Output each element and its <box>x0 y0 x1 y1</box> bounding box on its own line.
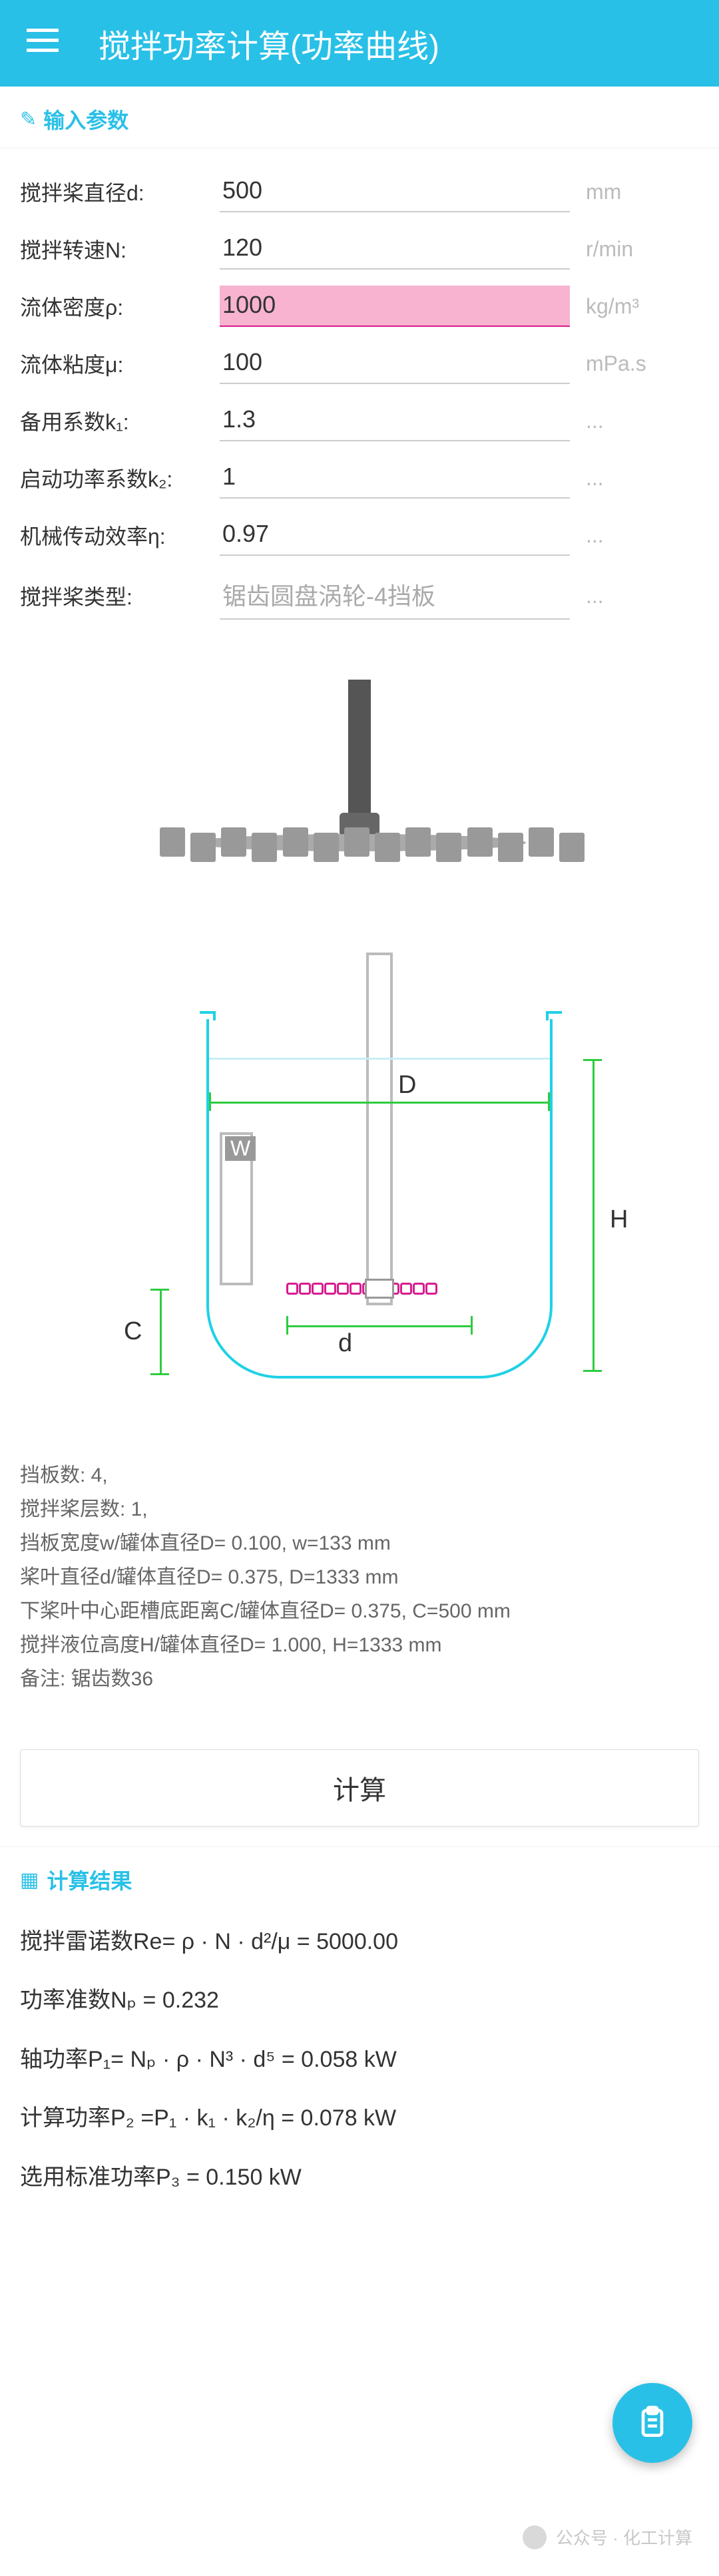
result-line: 搅拌雷诺数Re= ρ · N · d²/μ = 5000.00 <box>20 1912 699 1971</box>
field-label: 搅拌桨直径d: <box>20 176 220 207</box>
field-label: 启动功率系数k₂: <box>20 463 220 493</box>
form-row: 机械传动效率η:... <box>20 499 699 556</box>
field-input[interactable] <box>220 286 570 327</box>
field-unit: ... <box>586 466 699 491</box>
spec-line: 搅拌桨层数: 1, <box>20 1492 699 1526</box>
form-row: 搅拌桨直径d: mm <box>20 155 699 212</box>
spec-line: 桨叶直径d/罐体直径D= 0.375, D=1333 mm <box>20 1560 699 1594</box>
field-input[interactable] <box>220 400 570 441</box>
field-input[interactable] <box>220 171 570 212</box>
field-unit: ... <box>586 584 699 608</box>
field-label: 机械传动效率η: <box>20 520 220 550</box>
field-unit: mPa.s <box>586 351 699 376</box>
form-row: 流体密度ρ: kg/m³ <box>20 270 699 327</box>
dim-label-H: H <box>610 1205 628 1234</box>
results-icon: ▦ <box>20 1868 39 1892</box>
spec-line: 搅拌液位高度H/罐体直径D= 1.000, H=1333 mm <box>20 1628 699 1662</box>
app-header: 搅拌功率计算(功率曲线) <box>0 0 719 87</box>
spec-line: 下桨叶中心距槽底距离C/罐体直径D= 0.375, C=500 mm <box>20 1594 699 1628</box>
input-section-title: 输入参数 <box>43 104 128 134</box>
field-unit: ... <box>586 409 699 433</box>
fab-clipboard-button[interactable] <box>612 2383 692 2463</box>
results-section-title: 计算结果 <box>47 1864 132 1895</box>
results-section-header: ▦ 计算结果 <box>0 1846 719 1906</box>
watermark: 公众号 · 化工计算 <box>523 2525 692 2549</box>
watermark-text: 公众号 · 化工计算 <box>556 2525 692 2549</box>
spec-notes: 挡板数: 4,搅拌桨层数: 1,挡板宽度w/罐体直径D= 0.100, w=13… <box>0 1445 719 1729</box>
tank-schematic: D W H C d <box>87 953 632 1418</box>
input-section-header: ✎ 输入参数 <box>0 87 719 148</box>
field-label: 流体密度ρ: <box>20 291 220 322</box>
page-title: 搅拌功率计算(功率曲线) <box>99 20 439 67</box>
field-unit: mm <box>586 180 699 204</box>
dim-label-d: d <box>338 1329 352 1358</box>
form-row: 启动功率系数k₂:... <box>20 441 699 499</box>
field-label: 备用系数k₁: <box>20 405 220 436</box>
result-line: 功率准数Nₚ = 0.232 <box>20 1971 699 2030</box>
edit-icon: ✎ <box>20 108 37 131</box>
result-line: 轴功率P₁= Nₚ · ρ · N³ · d⁵ = 0.058 kW <box>20 2030 699 2089</box>
calculate-button[interactable]: 计算 <box>20 1749 699 1826</box>
field-label: 搅拌转速N: <box>20 234 220 264</box>
menu-icon[interactable] <box>27 27 59 60</box>
field-input[interactable] <box>220 228 570 270</box>
result-line: 选用标准功率P₃ = 0.150 kW <box>20 2148 699 2207</box>
wechat-icon <box>523 2525 547 2549</box>
impeller-type-select[interactable]: 锯齿圆盘涡轮-4挡板 <box>220 572 570 620</box>
input-form: 搅拌桨直径d: mm 搅拌转速N: r/min 流体密度ρ: kg/m³ 流体粘度μ: mPa… <box>0 148 719 640</box>
field-label: 搅拌桨类型: <box>20 580 220 611</box>
spec-line: 备注: 锯齿数36 <box>20 1662 699 1696</box>
field-input[interactable] <box>220 343 570 384</box>
form-row: 搅拌转速N: r/min <box>20 212 699 270</box>
field-label: 流体粘度μ: <box>20 348 220 379</box>
results-body: 搅拌雷诺数Re= ρ · N · d²/μ = 5000.00功率准数Nₚ = … <box>0 1906 719 2286</box>
form-row: 备用系数k₁:... <box>20 384 699 441</box>
spec-line: 挡板数: 4, <box>20 1458 699 1492</box>
dim-label-W: W <box>225 1136 256 1161</box>
dim-label-C: C <box>124 1317 142 1346</box>
field-input[interactable] <box>220 515 570 556</box>
form-row-type: 搅拌桨类型:锯齿圆盘涡轮-4挡板... <box>20 556 699 620</box>
field-unit: r/min <box>586 237 699 262</box>
field-unit: kg/m³ <box>586 294 699 319</box>
dim-label-D: D <box>398 1071 416 1100</box>
field-unit: ... <box>586 523 699 548</box>
spec-line: 挡板宽度w/罐体直径D= 0.100, w=133 mm <box>20 1526 699 1560</box>
result-line: 计算功率P₂ =P₁ · k₁ · k₂/η = 0.078 kW <box>20 2089 699 2147</box>
field-input[interactable] <box>220 457 570 499</box>
impeller-illustration <box>146 680 573 899</box>
form-row: 流体粘度μ: mPa.s <box>20 327 699 384</box>
